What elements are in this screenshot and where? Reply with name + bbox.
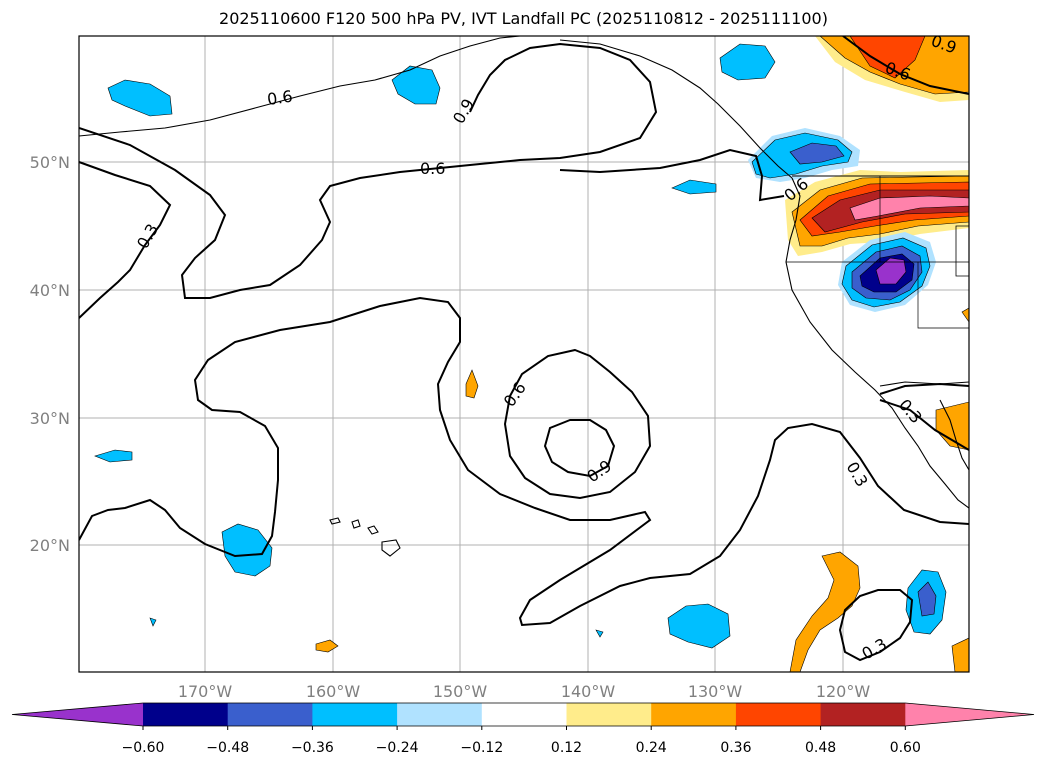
map-frame [78, 35, 970, 673]
colorbar-tick-label: 0.48 [805, 740, 836, 756]
colorbar-segment [735, 703, 822, 726]
colorbar-segment [397, 703, 483, 726]
colorbar-tick-label: −0.24 [376, 740, 419, 756]
pv-0.6-northeast [842, 36, 969, 95]
colorbar: −0.60 −0.48 −0.36 −0.24 −0.12 0.12 0.24 0.36 0.4… [11, 702, 1035, 756]
pc-filled-contours [94, 36, 969, 672]
lon-tick-label: 120°W [816, 682, 871, 701]
lon-tick-label: 130°W [688, 682, 743, 701]
colorbar-segment [227, 703, 313, 726]
pv-0.6-south [559, 148, 785, 202]
colorbar-segment [481, 703, 567, 726]
colorbar-tick-label: 0.24 [636, 740, 667, 756]
contour-label: 0.6 [266, 87, 294, 109]
lat-tick-label: 40°N [30, 281, 70, 300]
map-title: 2025110600 F120 500 hPa PV, IVT Landfall… [219, 9, 828, 28]
alaska-coastline [79, 36, 521, 137]
negative-anomaly-south [667, 603, 731, 649]
positive-anomaly-mexico-coast [789, 551, 861, 672]
contour-label: 0.3 [843, 459, 872, 491]
contour-label: 0.9 [449, 95, 478, 127]
positive-anomaly-mid-pacific [465, 369, 479, 399]
colorbar-segment [651, 703, 737, 726]
negative-anomaly-central-pacific [221, 523, 273, 577]
pv-0.9-ring [543, 419, 616, 478]
pv-0.3-central [79, 296, 969, 627]
lon-tick-label: 170°W [178, 682, 233, 701]
pv-0.3-southeast [838, 589, 914, 662]
negative-anomaly-alaska-gulf [719, 43, 776, 81]
contour-label: 0.6 [500, 379, 530, 411]
colorbar-segment [820, 703, 906, 726]
colorbar-tick-label: −0.36 [291, 740, 334, 756]
lat-tick-label: 20°N [30, 536, 70, 555]
colorbar-extend-low [12, 703, 143, 726]
contour-label: 0.3 [133, 220, 162, 252]
contour-label: 0.3 [895, 395, 926, 427]
lon-tick-label: 140°W [561, 682, 616, 701]
us-mexico-border [879, 381, 969, 387]
colorbar-segment [566, 703, 652, 726]
colorbar-tick-label: −0.48 [206, 740, 249, 756]
pv-0.6-ring [503, 348, 652, 500]
coastlines-borders [79, 36, 969, 557]
lat-tick-labels: 50°N 40°N 30°N 20°N [30, 153, 70, 555]
hawaii-islands [329, 517, 401, 557]
colorbar-tick-label: 0.36 [720, 740, 751, 756]
colorbar-segment [312, 703, 398, 726]
colorbar-extend-high [905, 703, 1034, 726]
colorbar-tick-label: −0.12 [460, 740, 503, 756]
colorbar-tick-label: 0.12 [551, 740, 582, 756]
contour-label: 0.6 [420, 159, 445, 178]
pv-0.3-west [79, 161, 172, 319]
north-america-coastline [785, 177, 969, 509]
lon-tick-label: 150°W [433, 682, 488, 701]
colorbar-segment [143, 703, 229, 726]
pv-line-contours [79, 36, 969, 662]
lon-tick-labels: 170°W 160°W 150°W 140°W 130°W 120°W [178, 682, 871, 701]
negative-anomaly-alaska-south [391, 65, 441, 105]
negative-anomaly-aleutian [107, 79, 173, 117]
pv-0.6-main [79, 42, 658, 299]
lat-tick-label: 50°N [30, 153, 70, 172]
lon-tick-label: 160°W [306, 682, 361, 701]
colorbar-tick-label: −0.60 [122, 740, 165, 756]
lat-tick-label: 30°N [30, 409, 70, 428]
colorbar-tick-label: 0.60 [890, 740, 921, 756]
